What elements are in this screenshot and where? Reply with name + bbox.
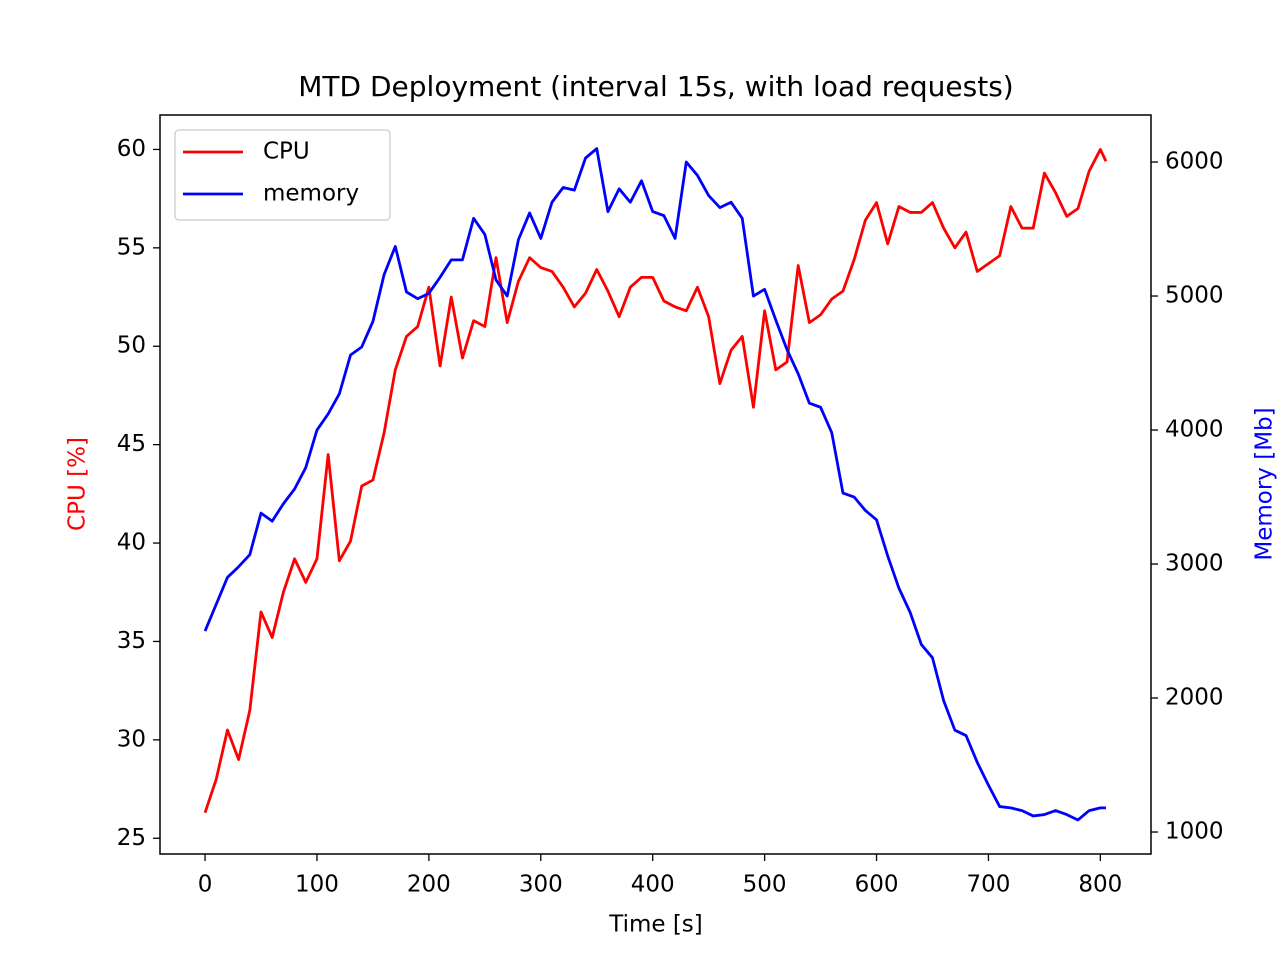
x-tick-label: 200: [407, 872, 451, 898]
x-axis-label: Time [s]: [608, 912, 703, 938]
y-tick-label: 35: [117, 628, 146, 654]
data-line: [203, 147, 1106, 822]
legend-label: memory: [263, 181, 359, 207]
y2-axis-label: Memory [Mb]: [1252, 407, 1278, 560]
y2-tick-label: 5000: [1165, 283, 1224, 309]
plot-frame: [159, 114, 1152, 855]
y-axis-label: CPU [%]: [65, 437, 91, 531]
y-tick-label: 45: [117, 431, 146, 457]
x-tick-label: 500: [743, 872, 787, 898]
y-tick-label: 40: [117, 530, 146, 556]
x-tick-label: 400: [631, 872, 675, 898]
y-tick-label: 30: [117, 726, 146, 752]
x-tick-label: 300: [519, 872, 563, 898]
y-tick-label: 25: [117, 825, 146, 851]
data-line: [203, 148, 1108, 814]
legend-label: CPU: [263, 139, 310, 165]
x-tick-label: 800: [1078, 872, 1122, 898]
y-tick-label: 55: [117, 234, 146, 260]
y2-tick-label: 2000: [1165, 685, 1224, 711]
x-tick-label: 0: [198, 872, 213, 898]
y2-tick-label: 3000: [1165, 551, 1224, 577]
y-tick-label: 60: [117, 136, 146, 162]
y2-tick-label: 6000: [1165, 149, 1224, 175]
chart-title: MTD Deployment (interval 15s, with load …: [298, 70, 1013, 103]
y-tick-label: 50: [117, 333, 146, 359]
y2-tick-label: 4000: [1165, 417, 1224, 443]
x-tick-label: 100: [295, 872, 339, 898]
x-tick-label: 600: [855, 872, 899, 898]
x-tick-label: 700: [966, 872, 1010, 898]
y2-tick-label: 1000: [1165, 819, 1224, 845]
